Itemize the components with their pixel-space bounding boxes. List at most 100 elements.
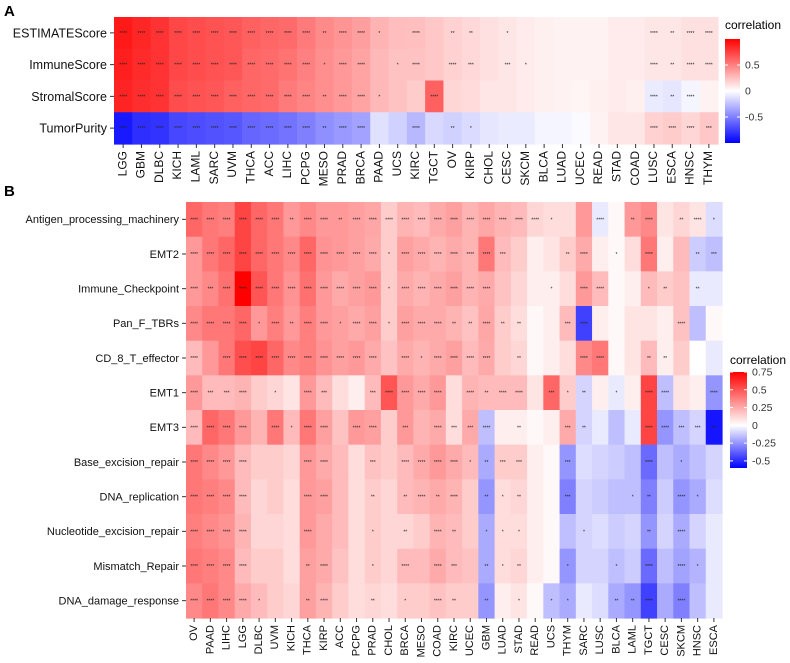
legend-tick-label: 0.25 <box>752 402 773 414</box>
heatmap-cell <box>348 444 366 480</box>
column-label: LIHC <box>280 151 294 179</box>
significance-label: ** <box>679 217 683 223</box>
heatmap-cell <box>534 80 554 113</box>
heatmap-cell <box>234 548 252 584</box>
heatmap-cell <box>370 112 390 145</box>
significance-label: **** <box>401 564 409 570</box>
significance-label: **** <box>223 252 231 258</box>
heatmap-cell <box>332 479 350 515</box>
significance-label: * <box>470 126 472 132</box>
significance-label: **** <box>499 217 507 223</box>
significance-label: **** <box>580 287 588 293</box>
heatmap-cell <box>689 375 707 411</box>
column-label: CHOL <box>383 625 395 656</box>
heatmap-cell <box>351 48 371 82</box>
heatmap-cell <box>589 80 609 113</box>
heatmap-cell <box>202 306 220 342</box>
heatmap-cell <box>494 479 512 515</box>
heatmap-cell <box>510 202 528 238</box>
significance-label: **** <box>320 287 328 293</box>
heatmap-cell <box>478 202 496 238</box>
legend-a-colorbar <box>725 39 740 143</box>
heatmap-cell <box>657 375 674 411</box>
significance-label: * <box>486 529 488 535</box>
significance-label: **** <box>223 460 231 466</box>
heatmap-cell <box>315 17 335 50</box>
significance-label: **** <box>174 94 182 100</box>
heatmap-cell <box>480 48 499 82</box>
column-label: CESC <box>500 151 514 185</box>
heatmap-cell <box>480 17 499 50</box>
heatmap-cell <box>315 479 333 515</box>
heatmap-cell <box>364 514 382 550</box>
heatmap-cell <box>663 17 682 50</box>
significance-label: *** <box>402 425 408 431</box>
heatmap-cell <box>534 112 554 145</box>
legend-tick-label: 0 <box>745 86 751 98</box>
significance-label: **** <box>353 252 361 258</box>
heatmap-cell <box>429 271 447 307</box>
heatmap-cell <box>429 202 447 238</box>
heatmap-cell <box>299 583 317 619</box>
heatmap-cell <box>332 271 350 307</box>
column-label: SKCM <box>675 625 687 657</box>
heatmap-cell <box>332 306 350 342</box>
heatmap-cell <box>283 306 301 342</box>
heatmap-cell <box>494 583 512 619</box>
significance-label: * <box>397 63 399 69</box>
heatmap-cell <box>657 306 674 342</box>
heatmap-cell <box>132 48 152 82</box>
heatmap-cell <box>250 514 268 550</box>
significance-label: * <box>404 599 406 605</box>
heatmap-cell <box>480 112 499 145</box>
significance-label: **** <box>190 287 198 293</box>
significance-label: *** <box>500 460 506 466</box>
heatmap-cell <box>510 583 528 619</box>
heatmap-cell <box>589 112 609 145</box>
significance-label: **** <box>239 252 247 258</box>
significance-label: ** <box>663 356 667 362</box>
significance-label: **** <box>661 391 669 397</box>
heatmap-cell <box>608 271 626 307</box>
significance-label: *** <box>321 391 327 397</box>
column-label: UCEC <box>573 151 587 185</box>
heatmap-cell <box>443 48 463 82</box>
heatmap-cell <box>575 514 593 550</box>
heatmap-cell <box>575 410 593 446</box>
significance-label: **** <box>247 31 255 37</box>
heatmap-cell <box>510 514 528 550</box>
significance-label: ** <box>485 599 489 605</box>
heatmap-cell <box>445 306 463 342</box>
significance-label: **** <box>206 252 214 258</box>
significance-label: **** <box>271 252 279 258</box>
significance-label: ** <box>517 495 521 501</box>
significance-label: **** <box>339 126 347 132</box>
significance-label: *** <box>370 460 376 466</box>
heatmap-cell <box>332 514 350 550</box>
significance-label: * <box>378 31 380 37</box>
heatmap-cell <box>168 17 188 50</box>
heatmap-cell <box>250 444 268 480</box>
heatmap-cell <box>299 236 317 272</box>
heatmap-cell <box>498 80 518 113</box>
heatmap-cell <box>267 306 285 342</box>
heatmap-cell <box>445 410 463 446</box>
significance-label: * <box>567 564 569 570</box>
heatmap-cell <box>202 444 220 480</box>
heatmap-cell <box>498 112 518 145</box>
significance-label: **** <box>247 126 255 132</box>
heatmap-cell <box>534 48 554 82</box>
heatmap-cell <box>413 340 431 376</box>
heatmap-cell <box>299 479 317 515</box>
significance-label: **** <box>596 287 604 293</box>
significance-label: **** <box>247 94 255 100</box>
heatmap-cell <box>559 444 577 480</box>
significance-label: **** <box>247 63 255 69</box>
heatmap-cell <box>397 583 414 619</box>
heatmap-cell <box>234 306 252 342</box>
significance-label: **** <box>255 356 263 362</box>
heatmap-cell <box>234 271 252 307</box>
significance-label: * <box>388 252 390 258</box>
heatmap-cell <box>510 444 528 480</box>
significance-label: **** <box>271 287 279 293</box>
